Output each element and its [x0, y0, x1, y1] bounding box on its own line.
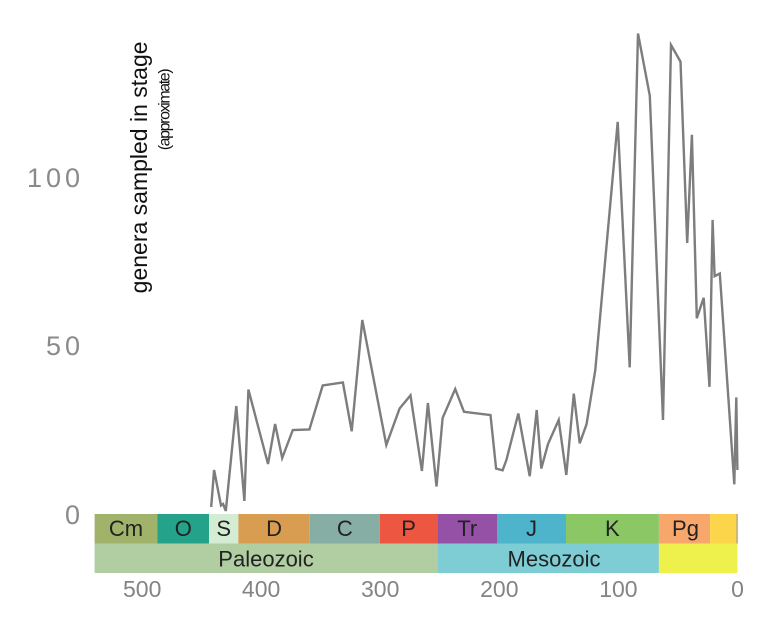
- svg-text:0: 0: [731, 576, 744, 602]
- svg-text:Paleozoic: Paleozoic: [218, 547, 313, 572]
- svg-text:Tr: Tr: [457, 516, 477, 541]
- svg-text:S: S: [216, 516, 231, 541]
- svg-text:(approximate): (approximate): [157, 69, 174, 151]
- svg-text:50: 50: [46, 331, 84, 361]
- svg-text:Pg: Pg: [672, 516, 699, 541]
- svg-text:200: 200: [480, 576, 518, 602]
- svg-text:500: 500: [123, 576, 161, 602]
- svg-text:J: J: [526, 516, 537, 541]
- svg-text:D: D: [266, 516, 282, 541]
- svg-text:400: 400: [242, 576, 280, 602]
- svg-text:100: 100: [27, 163, 84, 193]
- svg-text:0: 0: [65, 500, 84, 530]
- svg-text:O: O: [175, 516, 192, 541]
- svg-text:C: C: [337, 516, 353, 541]
- svg-text:P: P: [401, 516, 416, 541]
- svg-text:genera sampled in stage: genera sampled in stage: [126, 41, 152, 293]
- svg-text:300: 300: [361, 576, 399, 602]
- svg-text:100: 100: [599, 576, 637, 602]
- svg-text:K: K: [605, 516, 620, 541]
- svg-text:Cm: Cm: [109, 516, 143, 541]
- svg-text:Mesozoic: Mesozoic: [508, 547, 601, 572]
